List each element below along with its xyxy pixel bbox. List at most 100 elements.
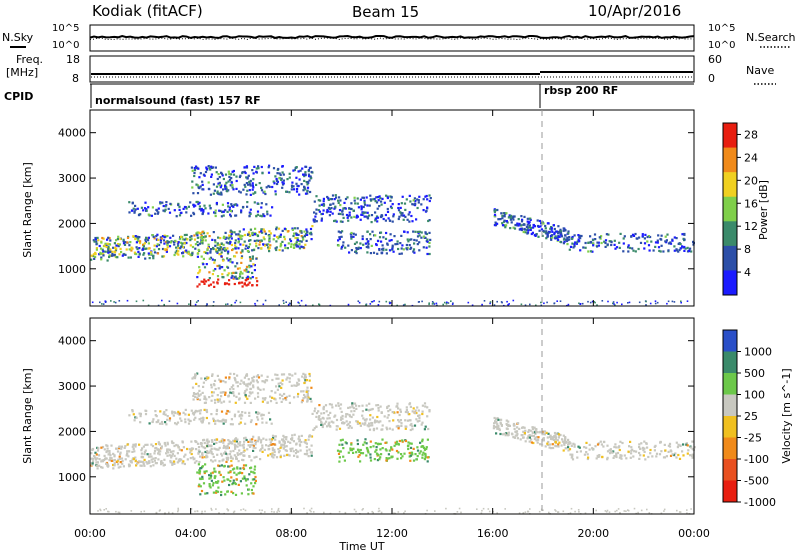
echo-cell [108,237,111,240]
echo-cell [223,419,226,422]
echo-cell [224,393,227,396]
echo-cell [351,405,354,408]
echo-cell [225,236,228,239]
echo-cell [392,215,395,218]
echo-cell [94,458,98,461]
echo-cell [211,373,214,376]
echo-cell [230,456,233,459]
echo-cell [166,441,169,444]
echo-cell [221,391,224,394]
colorbar-swatch [723,330,737,352]
echo-cell [204,492,207,495]
echo-cell [263,398,266,401]
echo-cell [509,214,513,217]
echo-cell [604,239,608,242]
echo-cell [192,394,195,397]
echo-cell [280,243,283,246]
echo-cell [121,462,124,465]
echo-cell [638,301,641,304]
echo-cell [275,456,279,459]
echo-cell [196,285,199,288]
echo-cell [260,165,263,169]
echo-cell [424,405,427,408]
echo-cell [168,417,172,420]
echo-cell [390,456,393,459]
echo-cell [238,230,241,233]
echo-cell [385,300,388,303]
echo-cell [219,209,222,213]
echo-cell [307,389,310,392]
echo-cell [303,440,306,443]
echo-cell [645,304,647,306]
echo-cell [92,239,95,242]
echo-cell [387,414,390,417]
echo-cell [612,302,614,305]
echo-cell [543,430,547,433]
echo-cell [596,304,598,306]
echo-cell [97,239,100,242]
echo-cell [290,188,293,191]
echo-cell [349,233,352,236]
echo-cell [284,246,287,250]
freq-strip [89,55,695,83]
x-tick-label: 00:00 [74,527,106,540]
echo-cell [496,208,499,212]
echo-cell [260,239,263,242]
echo-cell [356,448,360,451]
echo-cell [283,436,286,439]
echo-cell [138,236,141,239]
echo-cell [684,247,687,250]
velocity-panel [89,317,696,515]
echo-cell [255,455,258,458]
echo-cell [303,452,306,456]
echo-cell [209,476,212,479]
echo-cell [279,233,282,236]
echo-cell [526,437,529,440]
echo-cell [607,233,610,236]
echo-cell [222,441,225,444]
echo-cell [348,413,351,417]
echo-cell [533,426,536,429]
echo-cell [302,246,305,249]
echo-cell [197,452,200,455]
echo-cell [239,191,242,194]
echo-cell [504,508,506,510]
echo-cell [662,250,665,253]
echo-cell [320,412,323,415]
echo-cell [269,418,272,421]
echo-cell [306,512,308,514]
echo-cell [250,459,253,462]
echo-cell [151,445,155,448]
echo-cell [190,409,193,412]
echo-cell [296,395,299,398]
echo-cell [365,196,368,199]
echo-cell [224,493,227,496]
echo-cell [117,235,120,238]
echo-cell [248,394,251,398]
echo-cell [238,449,241,452]
echo-cell [321,212,324,215]
echo-cell [251,184,254,187]
echo-cell [388,427,391,430]
echo-cell [389,408,392,411]
echo-cell [347,451,350,454]
echo-cell [578,302,580,305]
echo-cell [509,227,512,230]
echo-cell [553,227,556,231]
echo-cell [208,422,211,425]
echo-cell [173,454,176,457]
echo-cell [157,248,161,251]
echo-cell [420,423,423,426]
echo-cell [402,248,405,251]
echo-cell [387,217,390,220]
echo-cell [260,512,262,514]
echo-cell [568,248,571,251]
echo-cell [631,448,634,451]
echo-cell [173,243,176,246]
echo-cell [382,217,385,221]
echo-cell [627,450,630,453]
echo-cell [240,509,242,511]
echo-cell [210,450,213,453]
echo-cell [359,460,362,463]
echo-cell [248,414,251,417]
